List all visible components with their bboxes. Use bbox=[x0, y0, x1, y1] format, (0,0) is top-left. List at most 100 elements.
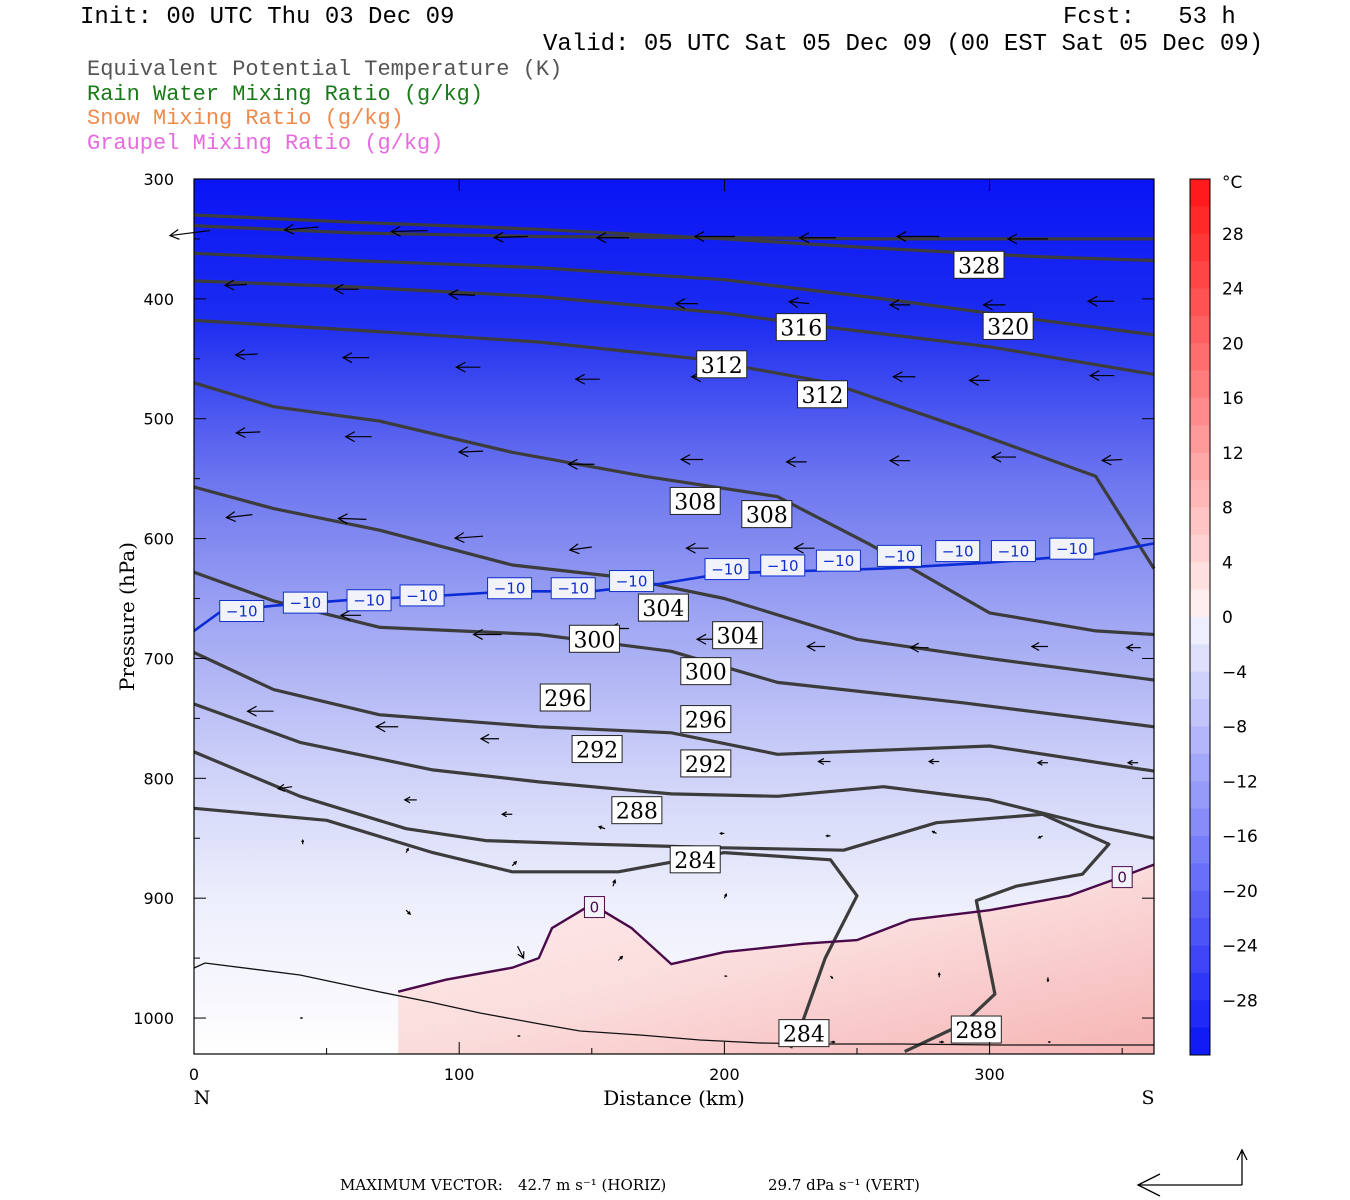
wind-vector bbox=[235, 427, 261, 439]
wind-vector bbox=[405, 847, 409, 853]
theta-e-contour-308 bbox=[193, 381, 1155, 637]
init-time: Init: 00 UTC Thu 03 Dec 09 bbox=[80, 4, 455, 31]
theta-e-label-box bbox=[539, 683, 591, 712]
theta-e-label-box bbox=[637, 593, 689, 622]
isotherm-label: −10 bbox=[704, 558, 750, 581]
colorbar-segment bbox=[1190, 261, 1210, 289]
wind-vector bbox=[685, 542, 709, 554]
theta-e-label-box bbox=[982, 311, 1034, 340]
colorbar-segment bbox=[1190, 1027, 1210, 1056]
colorbar-segment bbox=[1190, 452, 1210, 481]
isotherm-label: −10 bbox=[399, 584, 445, 607]
y-tick-label: 900 bbox=[143, 889, 174, 908]
wind-vector-head bbox=[339, 609, 351, 621]
wind-vector-head bbox=[817, 758, 825, 766]
wind-vector bbox=[597, 825, 606, 830]
theta-e-label: 292 bbox=[680, 749, 732, 778]
wind-vector-head bbox=[518, 1034, 521, 1038]
theta-e-label: 308 bbox=[669, 486, 721, 515]
theta-e-label-box bbox=[568, 624, 620, 653]
wind-vector bbox=[453, 532, 484, 544]
isotherm-label: −10 bbox=[815, 549, 861, 572]
wind-vector-head bbox=[785, 456, 796, 468]
y-tick-label: 400 bbox=[143, 290, 174, 309]
wind-vector bbox=[612, 879, 617, 887]
wind-vector bbox=[825, 834, 831, 838]
wind-vector bbox=[788, 297, 810, 308]
wind-vector bbox=[511, 860, 518, 867]
theta-e-label: 316 bbox=[775, 313, 827, 342]
isotherm-label-text: −10 bbox=[711, 561, 743, 579]
theta-e-label: 288 bbox=[950, 1015, 1002, 1044]
wind-vector bbox=[693, 231, 735, 243]
wind-vector bbox=[1088, 370, 1115, 382]
wind-vector-shaft bbox=[338, 517, 367, 521]
theta-e-label: 300 bbox=[568, 624, 620, 653]
theta-e-label-box bbox=[669, 486, 721, 515]
wind-vector-head bbox=[892, 371, 903, 383]
wind-vector bbox=[724, 975, 728, 978]
theta-e-label: 320 bbox=[982, 311, 1034, 340]
wind-vector-shaft bbox=[494, 235, 529, 239]
theta-e-label-box bbox=[680, 749, 732, 778]
wind-vector-head bbox=[595, 232, 607, 244]
wind-vector bbox=[223, 279, 248, 291]
wind-vector bbox=[968, 374, 990, 386]
x-tick-label: 300 bbox=[974, 1065, 1005, 1084]
wind-vector-head bbox=[888, 455, 900, 467]
isotherm-label: −10 bbox=[487, 577, 533, 600]
wind-vector bbox=[516, 945, 525, 960]
theta-e-label-text: 316 bbox=[780, 317, 822, 342]
wind-vector-head bbox=[931, 830, 935, 834]
theta-e-label-text: 312 bbox=[701, 354, 743, 379]
theta-e-label-box bbox=[953, 250, 1005, 279]
wind-vector-head bbox=[513, 860, 518, 865]
theta-e-label-text: 312 bbox=[802, 384, 844, 409]
wind-vector bbox=[333, 283, 359, 295]
wind-vector bbox=[1125, 643, 1141, 652]
legend-graupel: Graupel Mixing Ratio (g/kg) bbox=[87, 131, 444, 156]
zero-isotherm bbox=[397, 863, 1155, 993]
colorbar-tick-label: 12 bbox=[1222, 444, 1244, 464]
legend-rain: Rain Water Mixing Ratio (g/kg) bbox=[87, 82, 484, 107]
theta-e-label-text: 292 bbox=[685, 753, 727, 778]
wind-vector-shaft bbox=[569, 546, 592, 551]
wind-vector-shaft bbox=[169, 229, 210, 237]
wind-vector bbox=[574, 373, 600, 385]
colorbar-tick-label: −20 bbox=[1222, 882, 1258, 902]
wind-vector-head bbox=[788, 297, 799, 308]
theta-e-label-text: 304 bbox=[717, 625, 759, 650]
wind-vector-head bbox=[941, 1040, 945, 1044]
wind-vector-shaft bbox=[235, 353, 258, 356]
colorbar-segment bbox=[1190, 808, 1210, 837]
colorbar-segment bbox=[1190, 890, 1210, 919]
theta-e-label-box bbox=[611, 796, 663, 825]
colorbar-tick-label: −28 bbox=[1222, 991, 1258, 1011]
wind-vector bbox=[283, 223, 319, 235]
colorbar-segment bbox=[1190, 699, 1210, 727]
wind-vector-head bbox=[1126, 759, 1133, 766]
colorbar-segment bbox=[1190, 179, 1210, 207]
wind-vector-head bbox=[234, 349, 246, 361]
isotherm-label: −10 bbox=[550, 577, 596, 600]
isotherm-label-text: −10 bbox=[406, 587, 438, 605]
wind-vector bbox=[225, 511, 253, 523]
legend-theta-e: Equivalent Potential Temperature (K) bbox=[87, 57, 563, 82]
wind-vector-shaft bbox=[226, 514, 253, 519]
isotherm-label-box bbox=[704, 558, 750, 581]
wind-vector-head bbox=[453, 532, 465, 544]
theta-e-label: 328 bbox=[953, 250, 1005, 279]
wind-vector bbox=[374, 721, 399, 733]
wind-vector-head bbox=[832, 1040, 836, 1044]
wind-vector bbox=[723, 893, 728, 899]
wind-vector-shaft bbox=[236, 431, 261, 434]
wind-vector bbox=[344, 431, 372, 443]
theta-e-label-box bbox=[571, 735, 623, 764]
wind-vector-head bbox=[341, 352, 353, 364]
wind-vector-head bbox=[597, 825, 603, 830]
isotherm-label: −10 bbox=[935, 540, 981, 563]
wind-vector-head bbox=[725, 975, 728, 978]
wind-vector bbox=[1037, 835, 1043, 839]
wind-vector bbox=[798, 232, 836, 244]
colorbar-segment bbox=[1190, 617, 1210, 645]
